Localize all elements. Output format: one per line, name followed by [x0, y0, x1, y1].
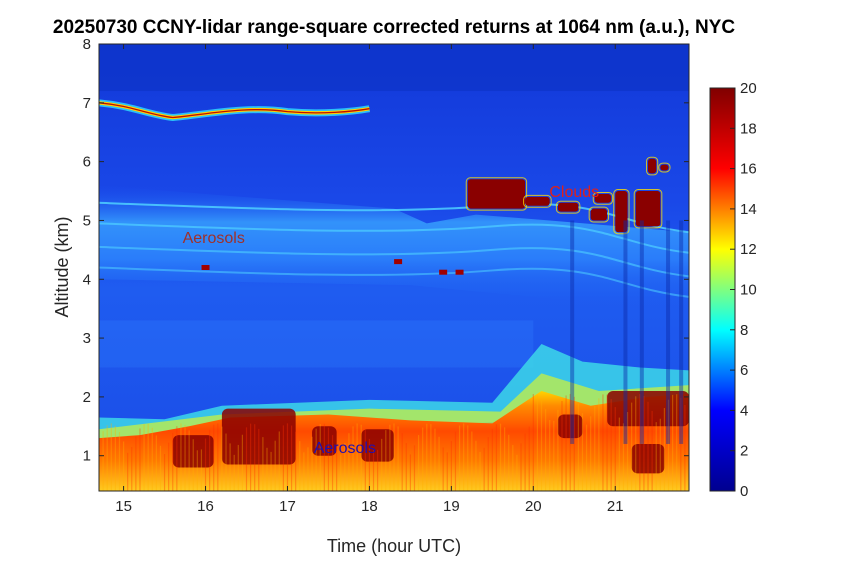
chart-title: 20250730 CCNY-lidar range-square correct… — [53, 17, 735, 38]
cloud-edge — [588, 206, 610, 223]
x-tick-label: 21 — [607, 498, 624, 515]
cloud-edge — [523, 194, 552, 208]
aerosol-speck — [455, 269, 464, 275]
annotation-label: Aerosols — [314, 440, 376, 457]
cloud-patch — [660, 164, 669, 171]
plot-area — [99, 44, 689, 491]
y-tick-label: 8 — [83, 36, 91, 53]
plot-frame — [98, 43, 690, 492]
y-axis: 1 2 3 4 5 6 7 8 — [83, 36, 689, 465]
signal-dropout — [623, 220, 628, 444]
signal-dropout — [639, 220, 644, 444]
cloud-edge — [658, 162, 671, 173]
aerosol-speck — [394, 259, 403, 265]
annotations: Clouds Aerosols Aerosols — [183, 184, 600, 457]
annotation-label: Clouds — [549, 184, 599, 201]
cloud-patch — [594, 193, 612, 203]
colorbar-tick-label: 12 — [740, 241, 757, 258]
colorbar-tick-label: 18 — [740, 120, 757, 137]
colorbar: 0 2 4 6 8 10 12 14 16 18 20 — [709, 80, 757, 500]
x-tick-label: 19 — [443, 498, 460, 515]
annotation-label: Aerosols — [183, 230, 245, 247]
cloud-edge — [555, 200, 581, 214]
y-tick-label: 4 — [83, 271, 91, 288]
y-tick-label: 1 — [83, 448, 91, 465]
upper-cloud-core — [99, 102, 370, 119]
aerosol-core — [607, 391, 689, 427]
aerosol-core — [312, 426, 337, 456]
colorbar-tick-label: 0 — [740, 483, 748, 500]
colorbar-tick-label: 10 — [740, 282, 757, 299]
aerosol-core — [172, 435, 214, 468]
colorbar-tick-label: 2 — [740, 443, 748, 460]
upper-background — [99, 44, 689, 92]
cloud-patch — [467, 179, 526, 209]
y-tick-label: 5 — [83, 212, 91, 229]
colorbar-tick-label: 14 — [740, 201, 757, 218]
aerosol-speck — [201, 265, 210, 270]
aerosol-core — [557, 414, 583, 439]
y-tick-label: 6 — [83, 154, 91, 171]
x-axis-label: Time (hour UTC) — [327, 536, 461, 556]
y-tick-label: 7 — [83, 95, 91, 112]
aerosol-streak — [99, 222, 689, 254]
colorbar-tick-label: 20 — [740, 80, 757, 97]
colorbar-tick-label: 4 — [740, 402, 748, 419]
x-tick-label: 18 — [361, 498, 378, 515]
aerosol-core — [631, 443, 665, 474]
y-tick-label: 3 — [83, 330, 91, 347]
cloud-patch — [615, 191, 628, 233]
x-tick-label: 20 — [525, 498, 542, 515]
cloud-patch — [635, 191, 661, 227]
aerosol-streak — [99, 245, 689, 278]
cloud-edge — [465, 177, 528, 211]
colorbar-tick-label: 8 — [740, 322, 748, 339]
cloud-edge — [646, 156, 659, 176]
aerosol-core — [221, 408, 296, 465]
cloud-patch — [557, 202, 579, 212]
cloud-edge — [592, 191, 614, 205]
signal-dropout — [666, 220, 671, 444]
x-tick-label: 16 — [197, 498, 214, 515]
y-tick-label: 2 — [83, 389, 91, 406]
x-tick-label: 17 — [279, 498, 296, 515]
aerosol-core — [361, 429, 394, 462]
y-axis-label: Altitude (km) — [52, 216, 72, 317]
signal-dropout — [679, 220, 684, 444]
cloud-patch — [648, 158, 657, 174]
colorbar-tick-label: 6 — [740, 362, 748, 379]
aerosol-speck — [439, 269, 448, 275]
x-tick-label: 15 — [115, 498, 132, 515]
x-axis: 15 16 17 18 19 20 21 — [115, 44, 624, 515]
cloud-edge — [613, 189, 630, 235]
aerosol-layer-fill — [99, 185, 689, 309]
cloud-edge — [633, 189, 663, 229]
cloud-patch — [590, 208, 608, 221]
mid-band — [99, 320, 534, 368]
signal-dropout — [570, 220, 575, 444]
cloud-patch — [525, 196, 550, 206]
aerosol-streak — [99, 266, 689, 298]
colorbar-tick-label: 16 — [740, 161, 757, 178]
